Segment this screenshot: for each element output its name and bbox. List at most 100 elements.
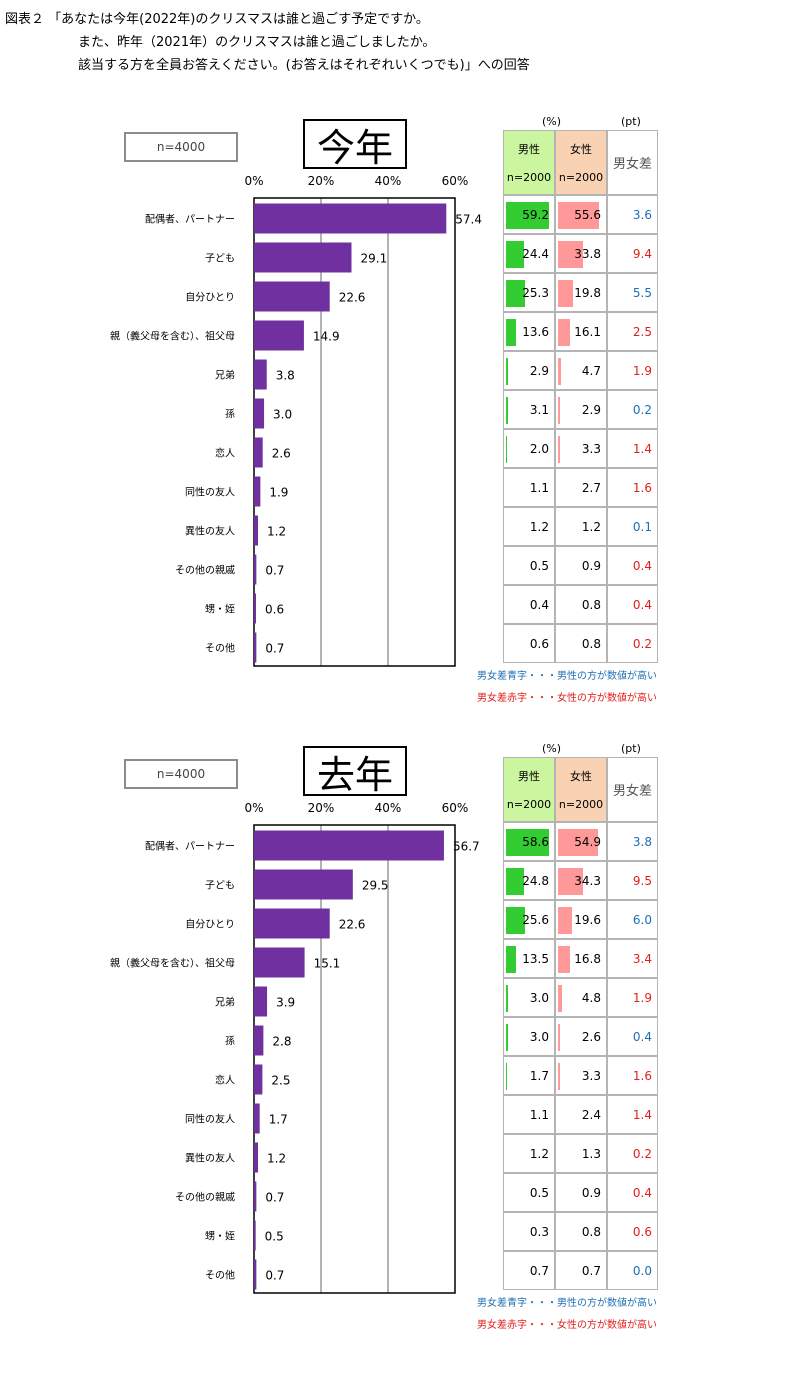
female-cell: 16.8 <box>555 939 607 978</box>
female-cell: 19.6 <box>555 900 607 939</box>
diff-cell: 0.4 <box>607 585 658 624</box>
x-tick-label: 40% <box>375 801 402 815</box>
female-cell: 3.3 <box>555 1056 607 1095</box>
male-cell: 1.2 <box>503 1134 555 1173</box>
table-row: 25.3 19.8 5.5 <box>503 273 658 312</box>
male-cell: 24.4 <box>503 234 555 273</box>
diff-cell: 5.5 <box>607 273 658 312</box>
female-bar <box>558 946 571 973</box>
male-cell: 3.1 <box>503 390 555 429</box>
unit-percent: (%) <box>542 115 562 128</box>
table-row: 2.0 3.3 1.4 <box>503 429 658 468</box>
male-value: 0.6 <box>529 636 549 651</box>
female-cell: 0.9 <box>555 546 607 585</box>
bar <box>254 947 305 978</box>
value-label: 1.2 <box>267 525 286 539</box>
female-cell: 3.3 <box>555 429 607 468</box>
diff-value: 9.4 <box>632 246 652 261</box>
note-red: 男女差赤字・・・女性の方が数値が高い <box>477 693 657 704</box>
gender-table-this-year: 男性 n=2000 女性 n=2000 男女差 59.2 55.6 3.6 24.4 3… <box>503 130 658 663</box>
table-row: 1.2 1.2 0.1 <box>503 507 658 546</box>
diff-value: 0.6 <box>632 1224 652 1239</box>
diff-value: 2.5 <box>632 324 652 339</box>
bar <box>254 908 330 939</box>
female-value: 1.3 <box>581 1146 601 1161</box>
bar <box>254 1103 260 1134</box>
female-bar <box>558 868 584 895</box>
female-bar <box>558 202 599 229</box>
diff-cell: 1.9 <box>607 351 658 390</box>
diff-value: 0.4 <box>632 597 652 612</box>
bar <box>254 869 353 900</box>
value-label: 3.9 <box>276 996 295 1010</box>
diff-value: 1.4 <box>632 1107 652 1122</box>
female-cell: 0.8 <box>555 1212 607 1251</box>
category-label: 子ども <box>205 253 235 265</box>
bar <box>254 1025 264 1056</box>
female-bar <box>558 397 561 424</box>
table-row: 13.6 16.1 2.5 <box>503 312 658 351</box>
category-label: 親（義父母を含む）、祖父母 <box>110 957 235 970</box>
male-bar <box>506 241 524 268</box>
female-value: 54.9 <box>574 834 601 849</box>
male-value: 2.0 <box>529 441 549 456</box>
category-label: 甥・姪 <box>205 603 235 616</box>
male-value: 1.1 <box>529 480 549 495</box>
bar-chart-this-year: 0% 20% 40% 60% 配偶者、パートナー 57.4 子ども 29.1 自分ひとり 22.6… <box>110 174 482 667</box>
bar <box>254 1181 257 1212</box>
female-bar <box>558 1063 561 1090</box>
female-value: 0.9 <box>581 558 601 573</box>
diff-cell: 1.6 <box>607 1056 658 1095</box>
male-bar <box>506 1063 508 1090</box>
female-value: 19.8 <box>574 285 601 300</box>
male-cell: 2.0 <box>503 429 555 468</box>
diff-cell: 0.2 <box>607 624 658 663</box>
table-row: 0.3 0.8 0.6 <box>503 1212 658 1251</box>
female-cell: 4.8 <box>555 978 607 1017</box>
female-cell: 0.8 <box>555 624 607 663</box>
value-label: 2.6 <box>272 447 291 461</box>
table-row: 25.6 19.6 6.0 <box>503 900 658 939</box>
female-cell: 0.7 <box>555 1251 607 1290</box>
category-label: 異性の友人 <box>185 525 235 538</box>
figure-title-line-3: 該当する方を全員お答えください。(お答えはそれぞれいくつでも)」への回答 <box>78 58 530 73</box>
x-tick-label: 20% <box>308 801 335 815</box>
diff-cell: 2.5 <box>607 312 658 351</box>
bar <box>254 320 304 351</box>
male-cell: 0.4 <box>503 585 555 624</box>
female-value: 0.7 <box>581 1263 601 1278</box>
category-label: 子ども <box>205 880 235 892</box>
male-bar <box>506 436 508 463</box>
value-label: 3.8 <box>276 369 295 383</box>
female-value: 3.3 <box>581 1068 601 1083</box>
male-value: 0.7 <box>529 1263 549 1278</box>
sample-size-box: n=4000 <box>124 759 238 789</box>
value-label: 14.9 <box>313 330 340 344</box>
table-row: 0.6 0.8 0.2 <box>503 624 658 663</box>
male-header: 男性 n=2000 <box>503 757 555 822</box>
panel-this-year: n=4000 今年 0% 20% 40% 60% 配偶者、パートナー 57.4 子ども 29.… <box>0 110 810 760</box>
diff-cell: 1.4 <box>607 1095 658 1134</box>
table-row: 1.1 2.4 1.4 <box>503 1095 658 1134</box>
table-body: 58.6 54.9 3.8 24.8 34.3 9.5 25.6 19.6 6.0 13.5 16.… <box>503 822 658 1290</box>
female-value: 19.6 <box>574 912 601 927</box>
male-n: n=2000 <box>506 171 552 184</box>
category-label: その他 <box>205 642 235 655</box>
table-row: 1.1 2.7 1.6 <box>503 468 658 507</box>
male-cell: 1.7 <box>503 1056 555 1095</box>
table-row: 24.8 34.3 9.5 <box>503 861 658 900</box>
female-value: 4.7 <box>581 363 601 378</box>
table-row: 24.4 33.8 9.4 <box>503 234 658 273</box>
year-label: 今年 <box>303 119 407 170</box>
table-row: 59.2 55.6 3.6 <box>503 195 658 234</box>
male-bar <box>506 985 509 1012</box>
diff-value: 0.4 <box>632 558 652 573</box>
diff-value: 0.2 <box>632 636 652 651</box>
female-cell: 33.8 <box>555 234 607 273</box>
value-label: 29.5 <box>362 879 389 893</box>
male-cell: 13.5 <box>503 939 555 978</box>
diff-value: 3.4 <box>632 951 652 966</box>
table-row: 2.9 4.7 1.9 <box>503 351 658 390</box>
value-label: 0.6 <box>265 603 284 617</box>
male-cell: 0.5 <box>503 546 555 585</box>
